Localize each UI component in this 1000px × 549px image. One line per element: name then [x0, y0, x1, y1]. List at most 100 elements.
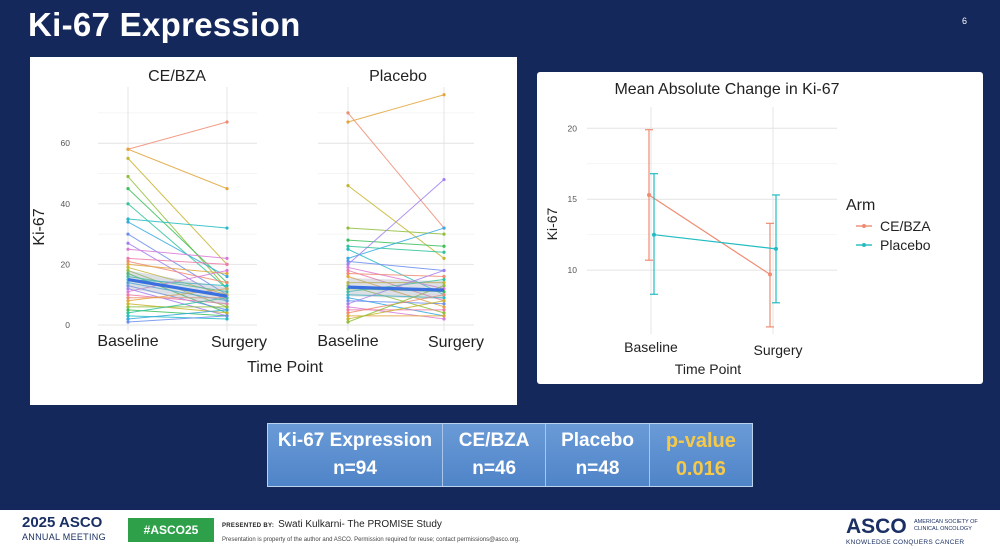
y-tick-label: 40 — [61, 199, 71, 209]
subject-point — [126, 268, 130, 273]
x-axis-label: Time Point — [675, 361, 742, 377]
spaghetti-chart-panel: CE/BZA Baseline Surgery Placebo Baseline Surg… — [30, 57, 517, 405]
subject-point — [126, 271, 130, 276]
footer: 2025 ASCO ANNUAL MEETING #ASCO25 PRESENT… — [0, 510, 1000, 549]
subject-point — [225, 268, 229, 273]
subject-line — [347, 227, 445, 235]
y-tick-label: 20 — [568, 123, 578, 133]
subject-point — [126, 147, 130, 151]
subject-point — [225, 120, 229, 124]
subject-line — [347, 179, 445, 265]
subject-point — [126, 256, 130, 260]
subject-point — [442, 274, 446, 279]
subject-point — [225, 305, 229, 309]
subject-point — [126, 290, 130, 294]
chart-title: Mean Absolute Change in Ki-67 — [614, 81, 839, 98]
subject-point — [126, 305, 130, 309]
subject-point — [126, 280, 130, 285]
subject-point — [225, 299, 229, 303]
subject-point — [442, 305, 446, 309]
meeting-brand: 2025 ASCO — [22, 514, 103, 531]
subject-point — [346, 314, 350, 318]
table-header: CE/BZA — [458, 430, 530, 451]
subject-point — [126, 202, 130, 206]
table-header: Placebo — [561, 430, 634, 451]
subject-point — [126, 299, 130, 303]
y-tick-label: 15 — [568, 194, 578, 204]
subject-point — [442, 314, 446, 318]
subject-point — [442, 277, 446, 282]
subject-point — [225, 287, 229, 291]
summary-table: Ki-67 Expression n=94 CE/BZA n=46 Placeb… — [267, 423, 753, 487]
subject-point — [346, 311, 350, 315]
subject-line — [347, 248, 445, 296]
x-tick-label: Surgery — [428, 334, 484, 351]
legend-label: Placebo — [880, 237, 931, 253]
subject-point — [346, 308, 350, 312]
presenter-name: Swati Kulkarni- The PROMISE Study — [278, 519, 442, 530]
legend-title: Arm — [846, 197, 875, 214]
subject-point — [126, 241, 130, 245]
subject-line — [127, 297, 228, 314]
asco-annual-meeting-logo: 2025 ASCO ANNUAL MEETING — [22, 514, 106, 544]
subject-point — [346, 238, 350, 242]
spaghetti-chart: CE/BZA Baseline Surgery Placebo Baseline Surg… — [31, 68, 484, 376]
subject-point — [126, 187, 130, 191]
subject-point — [442, 226, 446, 230]
table-header: p-value — [665, 430, 736, 452]
subject-point — [442, 317, 446, 321]
subject-line — [127, 221, 228, 277]
subject-point — [346, 271, 350, 276]
subject-point — [346, 226, 350, 230]
subject-line — [347, 279, 445, 293]
subject-point — [442, 311, 446, 315]
table-col-pvalue: p-value 0.016 — [650, 424, 752, 486]
subject-point — [126, 217, 130, 221]
mean-line — [127, 277, 228, 298]
subject-point — [126, 274, 130, 279]
subject-line — [347, 266, 445, 290]
series-line — [653, 234, 777, 250]
subject-point — [346, 268, 350, 273]
subject-point — [225, 290, 229, 294]
subject-point — [126, 293, 130, 297]
x-tick-label: Baseline — [97, 333, 158, 350]
subject-line — [347, 306, 445, 320]
subject-line — [127, 315, 228, 323]
subject-line — [127, 121, 228, 150]
subject-point — [346, 302, 350, 306]
subject-point — [346, 265, 350, 270]
subject-point — [442, 280, 446, 285]
mean-line — [347, 285, 445, 292]
subject-line — [127, 279, 228, 287]
table-value: n=48 — [575, 458, 620, 479]
subject-point — [442, 268, 446, 273]
x-tick-label: Baseline — [317, 333, 378, 350]
subject-line — [127, 176, 228, 289]
subject-point — [442, 177, 446, 182]
subject-point — [126, 287, 130, 291]
asco-full-name: AMERICAN SOCIETY OF CLINICAL ONCOLOGY — [914, 519, 978, 532]
subject-point — [225, 302, 229, 306]
subject-point — [126, 232, 130, 236]
asco-logo-text: ASCO — [846, 515, 907, 538]
disclaimer: Presentation is property of the author a… — [222, 537, 520, 543]
table-value: n=46 — [472, 458, 517, 479]
mean-change-chart: 10 15 20 Mean Absolute Change in Ki-67 Ki-67… — [544, 81, 931, 377]
subject-line — [127, 263, 228, 274]
subject-line — [347, 112, 445, 229]
mean-point — [774, 246, 778, 251]
subject-point — [225, 274, 229, 279]
subject-point — [442, 293, 446, 297]
x-tick-label: Surgery — [211, 334, 267, 351]
subject-point — [346, 274, 350, 279]
subject-point — [126, 320, 130, 324]
subject-point — [346, 290, 350, 294]
subject-line — [127, 276, 228, 293]
subject-point — [346, 317, 350, 321]
hashtag-badge: #ASCO25 — [128, 518, 214, 542]
subject-point — [346, 299, 350, 303]
subject-point — [442, 250, 446, 254]
mean-change-chart-panel: 10 15 20 Mean Absolute Change in Ki-67 Ki-67… — [537, 72, 983, 384]
subject-line — [127, 218, 228, 229]
